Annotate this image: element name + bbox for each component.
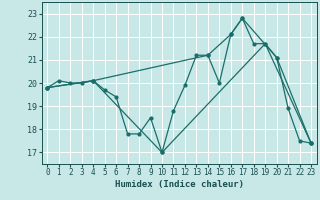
X-axis label: Humidex (Indice chaleur): Humidex (Indice chaleur) (115, 180, 244, 189)
